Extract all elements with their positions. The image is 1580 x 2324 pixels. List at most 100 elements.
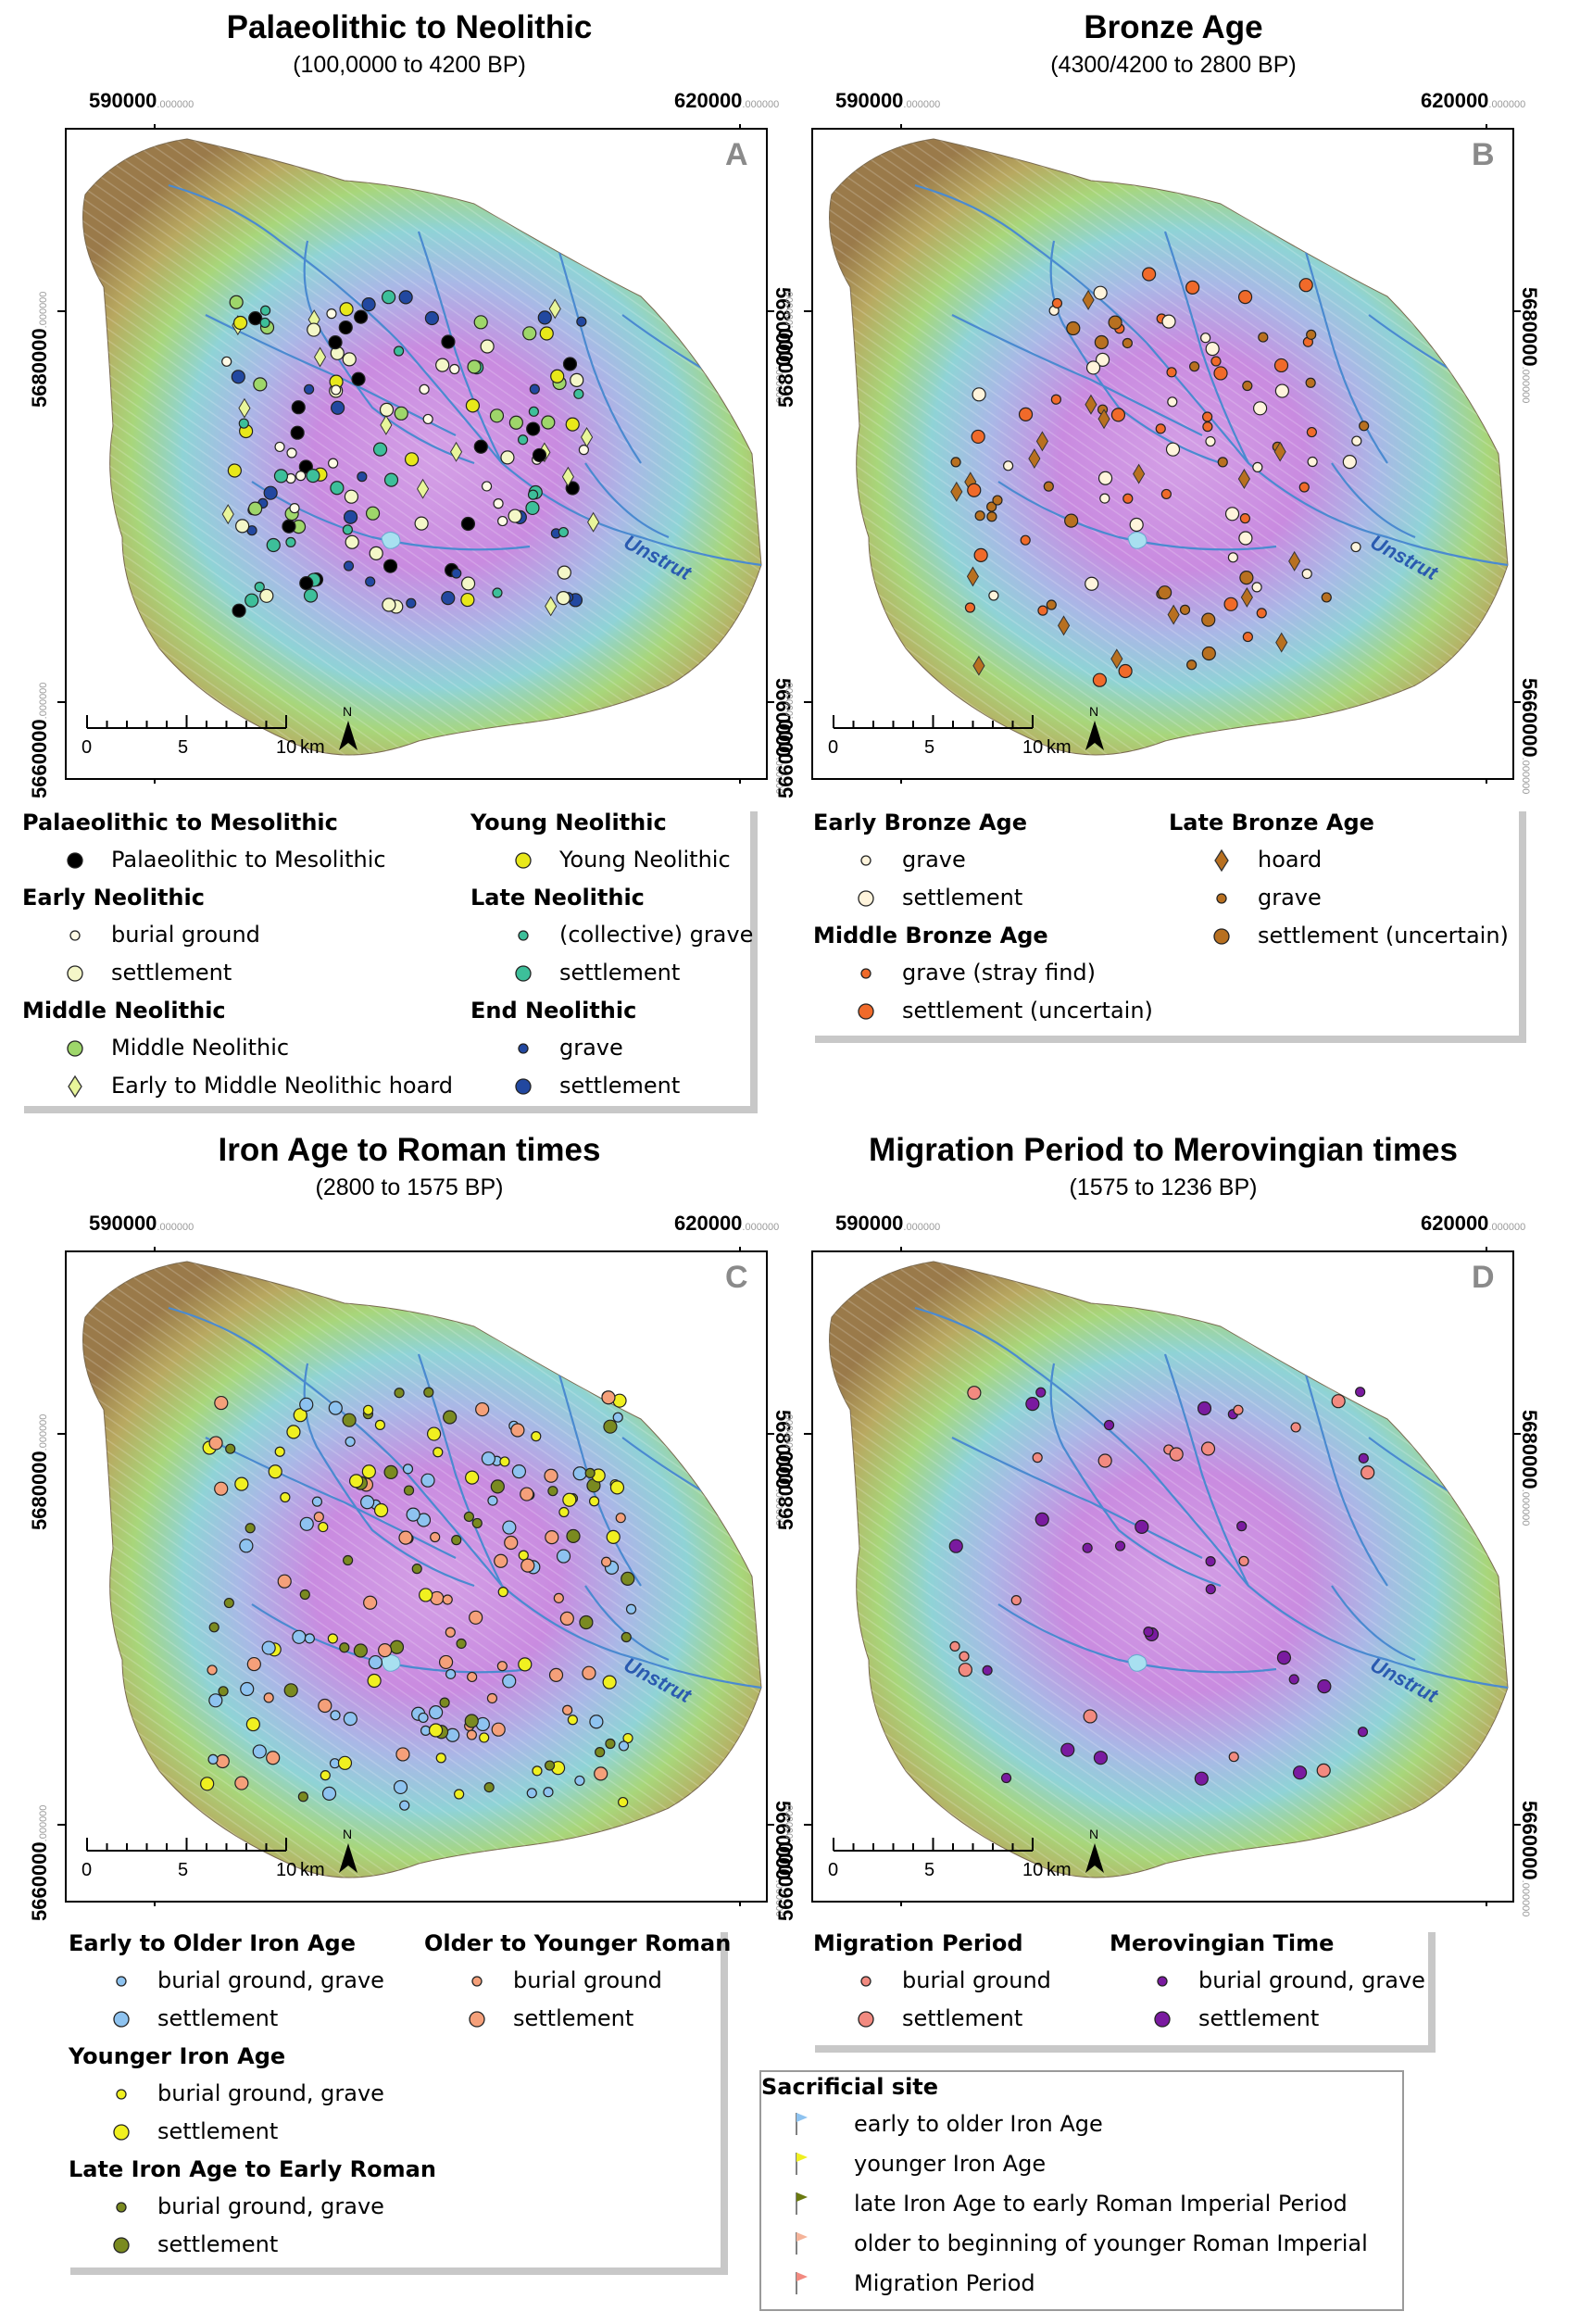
dot-symbol-icon: [109, 2007, 133, 2035]
x-coordinate-left: 590000.000000: [89, 1212, 194, 1235]
legend-item-label: hoard: [1258, 847, 1323, 873]
dot-symbol-icon: [511, 961, 535, 989]
axis-tick: [57, 1824, 67, 1826]
scale-unit: km: [1047, 1860, 1072, 1880]
dot-symbol-icon: [63, 923, 87, 951]
legend-group-heading: Sacrificial site: [761, 2074, 939, 2100]
dot-symbol-icon: [109, 2120, 133, 2148]
x-coordinate-right: 620000.000000: [1421, 1212, 1526, 1235]
scale-tick-label: 0: [828, 1860, 839, 1880]
diamond-symbol-icon: [63, 1074, 87, 1102]
flag-icon: [793, 2191, 811, 2220]
site-markers: [948, 1386, 1375, 1786]
dot-symbol-icon: [511, 1074, 535, 1102]
legend-item-label: burial ground: [902, 1967, 1051, 1993]
dot-symbol-icon: [63, 961, 87, 989]
legend-item-label: burial ground, grave: [1198, 1967, 1425, 1993]
legend-item-label: settlement: [1198, 2005, 1320, 2031]
dot-symbol-icon: [63, 848, 87, 876]
legend-group-heading: Younger Iron Age: [69, 2043, 286, 2069]
panel-c: Iron Age to Roman times (2800 to 1575 BP)…: [0, 1132, 795, 1921]
y-coordinate-left: 5680000.000000: [28, 1413, 51, 1530]
panel-title: Iron Age to Roman times: [218, 1132, 601, 1168]
scale-unit: km: [1047, 737, 1072, 758]
dot-symbol-icon: [1150, 2007, 1174, 2035]
map-frame: Unstrut: [65, 1250, 768, 1903]
scale-tick-label: 5: [178, 737, 189, 758]
axis-tick: [57, 1433, 67, 1435]
scale-unit: km: [300, 737, 325, 758]
legend-group-heading: Older to Younger Roman: [424, 1930, 732, 1956]
legend-item-label: Young Neolithic: [559, 847, 731, 873]
scale-tick-label: 0: [82, 1860, 93, 1880]
site-markers: [200, 1387, 637, 1811]
legend-item-label: settlement: [157, 2118, 279, 2144]
scale-tick-label: 10: [276, 737, 297, 758]
legend-c: Early to Older Iron Age burial ground, gr…: [63, 1925, 731, 2267]
legend-group-heading: Early to Older Iron Age: [69, 1930, 356, 1956]
legend-item-label: settlement (uncertain): [902, 998, 1153, 1024]
axis-tick: [739, 1899, 741, 1906]
legend-item-label: Palaeolithic to Mesolithic: [111, 847, 386, 873]
dot-symbol-icon: [854, 886, 878, 914]
x-coordinate-left: 590000.000000: [835, 1212, 941, 1235]
axis-tick: [804, 310, 813, 312]
legend-item-label: Early to Middle Neolithic hoard: [111, 1073, 453, 1099]
scale-tick-label: 5: [924, 737, 935, 758]
axis-tick: [900, 1899, 902, 1906]
panel-subtitle: (2800 to 1575 BP): [315, 1175, 504, 1200]
y-coordinate-left: 5680000.000000: [28, 291, 51, 408]
x-coordinate-right: 620000.000000: [1421, 89, 1526, 112]
relief-map: Unstrut: [82, 1261, 762, 1878]
axis-tick: [1511, 310, 1521, 312]
dot-symbol-icon: [854, 961, 878, 989]
scale-tick-label: 5: [924, 1860, 935, 1880]
panel-letter: C: [725, 1260, 748, 1295]
axis-tick: [765, 1824, 774, 1826]
legend-item-label: settlement: [111, 960, 232, 986]
legend-item-label: burial ground, grave: [157, 1967, 384, 1993]
panel-letter: A: [725, 137, 748, 172]
panel-letter: B: [1472, 137, 1495, 172]
dot-symbol-icon: [109, 2082, 133, 2110]
scale-tick-label: 5: [178, 1860, 189, 1880]
legend-group-heading: Merovingian Time: [1110, 1930, 1335, 1956]
dot-symbol-icon: [109, 2233, 133, 2261]
scale-tick-label: 10: [276, 1860, 297, 1880]
dot-symbol-icon: [1210, 886, 1234, 914]
relief-map: Unstrut: [829, 1261, 1509, 1878]
legend-item-label: settlement: [559, 1073, 681, 1099]
y-coordinate-right: 5680000.000000: [1518, 1410, 1541, 1526]
axis-tick: [765, 310, 774, 312]
panel-b: Bronze Age (4300/4200 to 2800 BP) 590000.0…: [746, 9, 1541, 798]
relief-map: Unstrut: [829, 138, 1509, 756]
flag-icon: [793, 2230, 811, 2260]
axis-tick: [765, 1433, 774, 1435]
scale-bar: 0 5 10 km N: [824, 704, 1121, 767]
axis-tick: [57, 701, 67, 703]
panel-d: Migration Period to Merovingian times (15…: [746, 1132, 1541, 1921]
dot-symbol-icon: [465, 2007, 489, 2035]
map-frame: Unstrut: [811, 128, 1514, 780]
legend-group-heading: Young Neolithic: [470, 810, 667, 835]
axis-tick: [804, 1824, 813, 1826]
legend-d: Migration Period burial ground settlement M…: [808, 1925, 1428, 2045]
legend-group-heading: Palaeolithic to Mesolithic: [22, 810, 338, 835]
y-coordinate-left: 5660000.000000: [28, 682, 51, 798]
legend-sacrificial-site: Sacrificial site early to older Iron Age y…: [759, 2070, 1404, 2311]
scale-tick-label: 10: [1022, 737, 1044, 758]
legend-item-label: settlement: [513, 2005, 634, 2031]
axis-tick: [900, 776, 902, 784]
site-markers: [221, 290, 600, 618]
x-coordinate-right: 620000.000000: [674, 89, 780, 112]
legend-item-label: younger Iron Age: [854, 2151, 1047, 2177]
legend-group-heading: Early Neolithic: [22, 885, 205, 911]
axis-tick: [154, 776, 156, 784]
scale-unit: km: [300, 1860, 325, 1880]
legend-group-heading: Middle Bronze Age: [813, 923, 1048, 948]
legend-item-label: settlement: [902, 885, 1023, 911]
dot-symbol-icon: [1210, 924, 1234, 952]
legend-item-label: burial ground: [513, 1967, 662, 1993]
axis-tick: [1486, 776, 1487, 784]
map-frame: Unstrut: [811, 1250, 1514, 1903]
